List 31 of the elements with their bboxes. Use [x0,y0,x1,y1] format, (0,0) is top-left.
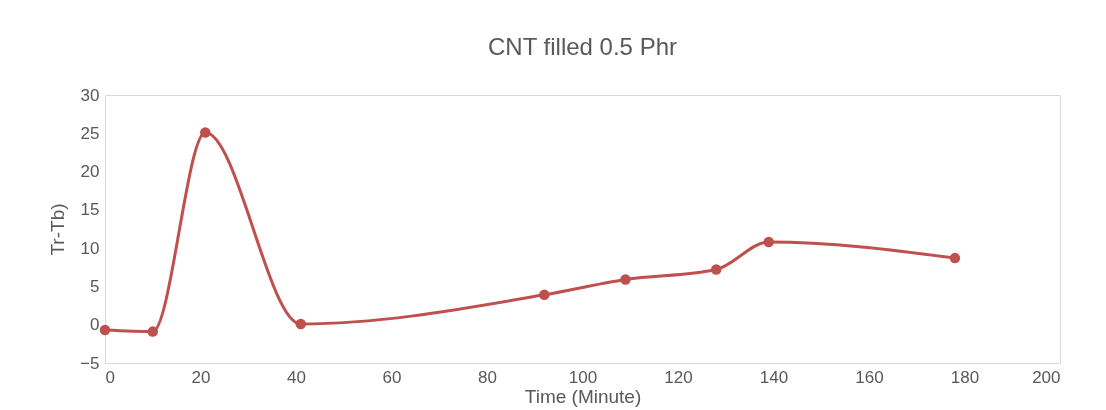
point [620,274,631,285]
x-axis-title: Time (Minute) [524,385,642,407]
y-tick-label: 15 [80,200,100,220]
point [147,326,158,337]
point [710,264,722,275]
point [539,289,550,301]
x-tick-label: 0 [105,367,115,387]
x-tick-label: 20 [191,367,211,387]
y-axis-title: Tr-Tb) [47,203,69,256]
chart-title: CNT filled 0.5 Phr [488,33,677,60]
y-tick-label: 5 [90,276,100,296]
x-tick-label: 80 [478,367,497,387]
point [99,324,111,336]
x-tick-label: 180 [950,367,980,387]
y-tick-label: 20 [80,162,100,182]
point [200,127,211,138]
y-tick-label: 0 [90,315,100,335]
y-tick-label: 10 [80,238,100,258]
point [949,252,961,264]
x-tick-label: 160 [855,367,884,387]
x-tick-label: 100 [568,367,598,387]
x-tick-label: 200 [1032,367,1061,387]
y-tick-label: −5 [80,353,100,373]
point [763,236,774,248]
y-tick-label: 25 [80,123,100,143]
x-tick-label: 40 [287,367,306,387]
y-tick-label: 30 [80,85,100,105]
x-tick-label: 120 [664,367,693,387]
point [295,318,307,330]
x-tick-label: 60 [382,367,402,387]
x-tick-label: 140 [759,367,789,387]
